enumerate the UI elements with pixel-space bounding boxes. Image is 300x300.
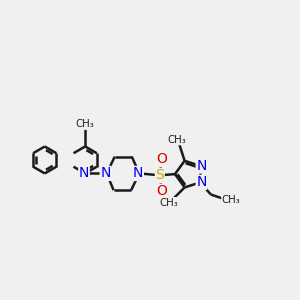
Text: CH₃: CH₃ <box>167 135 186 145</box>
Text: CH₃: CH₃ <box>222 195 240 205</box>
Text: O: O <box>156 184 167 198</box>
Text: N: N <box>196 159 207 173</box>
Text: O: O <box>156 152 167 167</box>
Text: N: N <box>196 175 207 189</box>
Text: N: N <box>79 167 89 180</box>
Text: CH₃: CH₃ <box>76 119 94 129</box>
Text: S: S <box>155 168 164 182</box>
Text: N: N <box>100 167 111 180</box>
Text: N: N <box>133 167 143 180</box>
Text: CH₃: CH₃ <box>159 197 178 208</box>
